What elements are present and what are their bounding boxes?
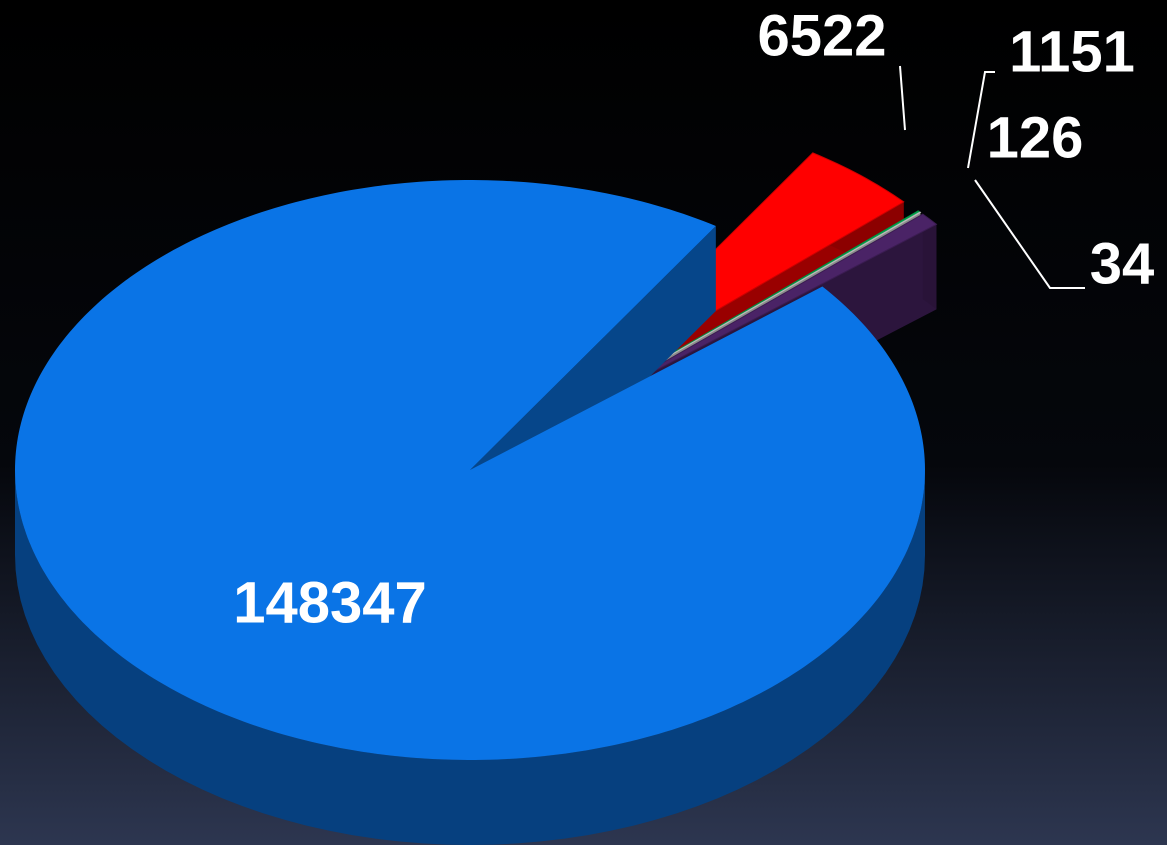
leader-line [974, 179, 1085, 289]
data-label: 6522 [757, 3, 886, 68]
slice [583, 213, 938, 409]
leader-line [967, 71, 995, 169]
data-label: 1151 [1009, 19, 1135, 84]
slice-side [922, 214, 937, 310]
data-label: 34 [1090, 231, 1155, 296]
leader-line [899, 65, 906, 131]
slice [15, 180, 925, 760]
slice-side [15, 470, 925, 845]
data-label: 126 [987, 105, 1084, 170]
data-label: 148347 [233, 570, 427, 635]
